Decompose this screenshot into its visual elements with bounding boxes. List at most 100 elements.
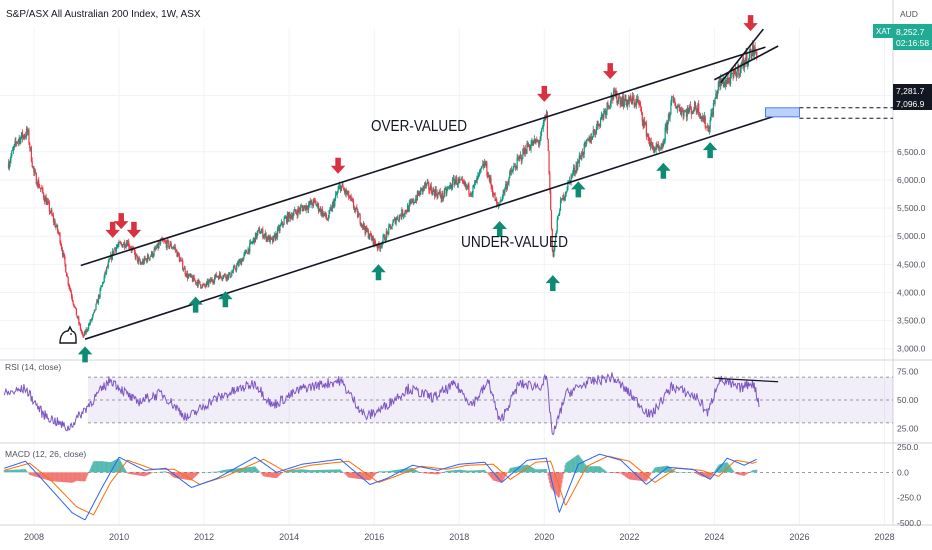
macd-histogram-bar	[236, 468, 239, 473]
macd-histogram-bar	[217, 471, 220, 473]
macd-histogram-bar	[221, 470, 223, 473]
candle-body	[558, 214, 560, 216]
candle-body	[45, 197, 47, 205]
macd-histogram-bar	[652, 469, 655, 473]
time-tick-label: 2024	[704, 532, 724, 542]
macd-histogram-bar	[34, 472, 37, 477]
candle-body	[726, 80, 728, 84]
macd-histogram-bar	[654, 467, 656, 473]
candle-body	[281, 221, 284, 225]
macd-histogram-bar	[585, 465, 588, 473]
candle-body	[218, 273, 221, 280]
macd-histogram-bar	[600, 467, 602, 473]
candle-body	[379, 245, 382, 249]
candle-body	[375, 243, 377, 246]
macd-histogram-bar	[430, 472, 432, 474]
macd-histogram-bar	[396, 469, 398, 473]
candle-body	[431, 192, 433, 196]
candle-body	[364, 228, 366, 234]
macd-histogram-bar	[743, 472, 746, 476]
candle-body	[48, 202, 50, 212]
macd-histogram-bar	[562, 472, 564, 479]
candle-body	[543, 120, 545, 123]
candle-body	[664, 127, 666, 141]
candle-body	[553, 249, 555, 257]
macd-histogram-bar	[422, 472, 424, 474]
candle-body	[667, 120, 669, 131]
macd-histogram-bar	[114, 459, 117, 473]
macd-histogram-bar	[519, 465, 521, 473]
candle-body	[153, 249, 155, 256]
candle-body	[74, 306, 76, 308]
candle-body	[447, 187, 450, 189]
candle-body	[559, 200, 562, 211]
macd-histogram-bar	[432, 472, 435, 475]
macd-histogram-bar	[710, 472, 712, 478]
macd-histogram-bar	[350, 472, 352, 478]
candle-body	[195, 282, 198, 284]
candle-body	[755, 51, 757, 53]
macd-histogram-bar	[329, 469, 332, 473]
macd-histogram-bar	[194, 472, 197, 477]
candle-body	[651, 143, 653, 146]
candle-body	[563, 195, 565, 201]
macd-histogram-bar	[513, 467, 516, 473]
candle-body	[281, 221, 283, 225]
macd-histogram-bar	[327, 469, 329, 473]
time-axis[interactable]: 2008 2010 2012 2014 2016 2018 2020 2022 2024 2026…	[24, 532, 895, 542]
macd-histogram-bar	[407, 468, 409, 473]
candle-body	[156, 243, 158, 248]
macd-histogram-bar	[635, 472, 638, 481]
candle-body	[137, 255, 139, 263]
candle-body	[604, 110, 606, 112]
wedge-lower-line	[714, 45, 779, 81]
candle-body	[335, 194, 338, 196]
candle-body	[669, 114, 671, 118]
rsi-title[interactable]: RSI (14, close)	[5, 362, 61, 372]
candle-body	[305, 205, 307, 211]
candle-body	[568, 179, 571, 181]
candle-body	[712, 111, 714, 116]
candle-body	[564, 193, 567, 198]
macd-histogram-bar	[414, 469, 416, 473]
macd-histogram-bar	[547, 472, 549, 477]
candle-body	[252, 240, 254, 243]
macd-histogram-bar	[32, 472, 35, 477]
candle-body	[698, 114, 701, 115]
macd-histogram-bar	[444, 471, 446, 473]
macd-histogram-bar	[348, 472, 351, 478]
candle-body	[49, 211, 51, 213]
candle-body	[617, 101, 619, 104]
candle-body	[719, 79, 721, 86]
macd-histogram-bar	[240, 467, 243, 473]
macd-histogram-bar	[160, 471, 162, 473]
macd-title[interactable]: MACD (12, 26, close)	[5, 449, 86, 459]
candle-body	[165, 242, 167, 248]
macd-histogram-bar	[382, 471, 385, 473]
macd-histogram-bar	[145, 472, 147, 476]
macd-histogram-bar	[632, 472, 634, 480]
currency-label[interactable]: AUD	[900, 9, 918, 19]
macd-histogram-bar	[227, 469, 230, 473]
candle-body	[51, 210, 53, 215]
candle-body	[500, 199, 502, 203]
candle-body	[415, 198, 417, 203]
macd-histogram-bar	[333, 469, 335, 473]
candle-body	[386, 231, 388, 233]
candle-body	[383, 235, 385, 237]
candle-body	[532, 140, 535, 146]
macd-histogram-bar	[161, 471, 163, 473]
macd-histogram-bar	[81, 472, 83, 482]
candle-body	[552, 250, 554, 257]
macd-signal-line	[4, 455, 757, 516]
buy-signal-arrow	[492, 221, 507, 238]
candle-body	[327, 217, 329, 221]
macd-histogram-bar	[530, 466, 532, 473]
macd-histogram-bar	[266, 472, 269, 477]
macd-histogram-bar	[66, 472, 68, 483]
macd-histogram-bar	[351, 472, 353, 478]
candle-body	[696, 110, 698, 113]
wedge-upper-line	[720, 28, 764, 84]
macd-histogram-bar	[146, 472, 149, 476]
